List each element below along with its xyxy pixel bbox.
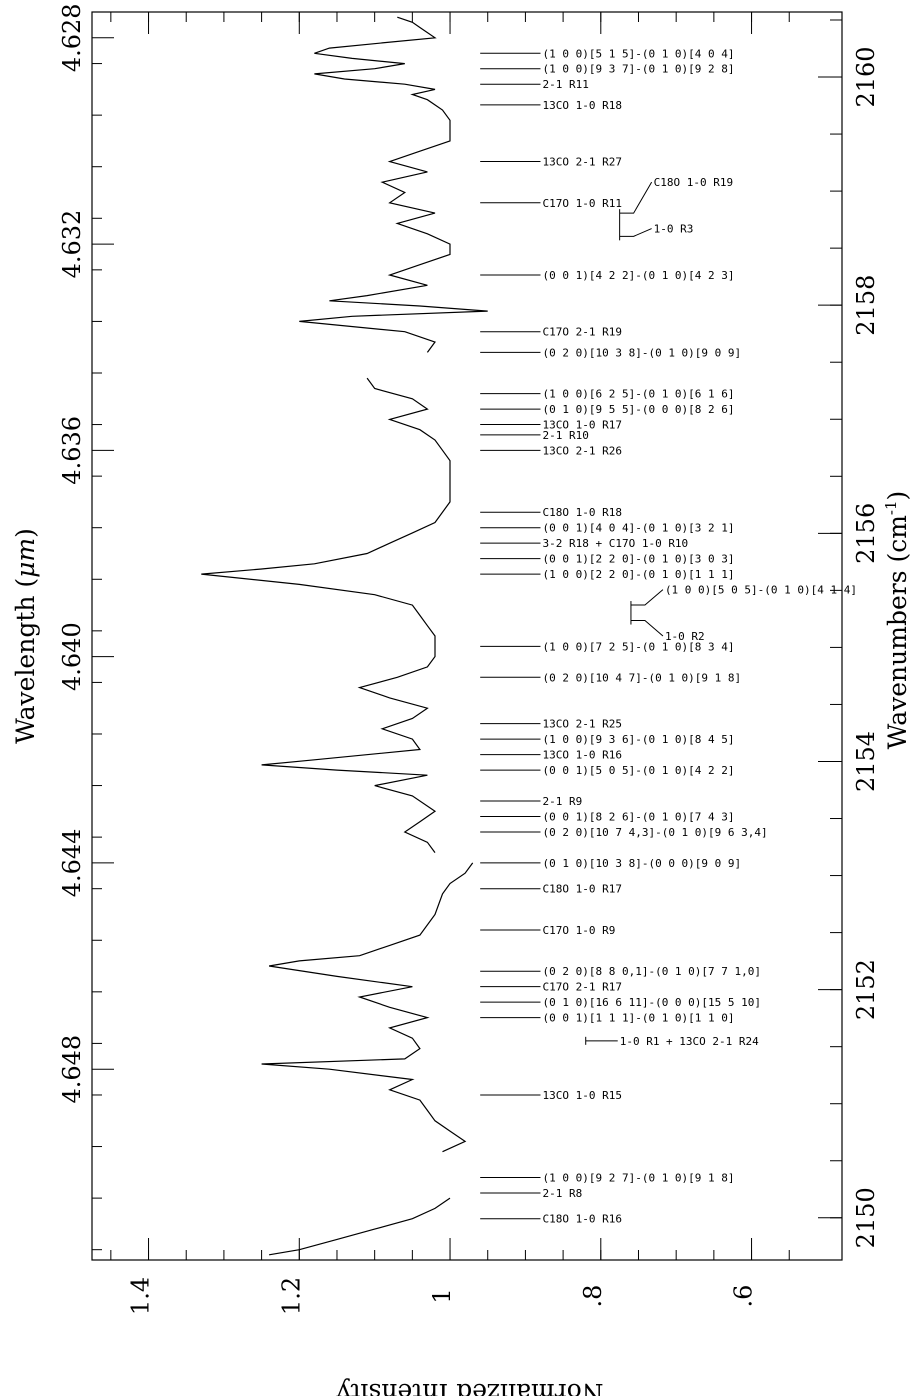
left-tick-label: 4.632 bbox=[58, 210, 86, 279]
bracket-label: 1-0 R1 + 13CO 2-1 R24 bbox=[620, 1035, 759, 1048]
intensity-tick-label: .6 bbox=[730, 1285, 758, 1308]
line-label: 13CO 1-0 R17 bbox=[542, 419, 621, 432]
bracket-leader bbox=[630, 620, 664, 637]
bracket-label: 1-0 R3 bbox=[654, 223, 694, 236]
bracket-label: C18O 1-0 R19 bbox=[654, 176, 733, 189]
left-tick-label: 4.644 bbox=[58, 829, 86, 898]
left-axis-label: Wavelength (μm) bbox=[11, 528, 40, 744]
line-label: (0 0 1)[4 2 2]-(0 1 0)[4 2 3] bbox=[542, 269, 734, 282]
right-tick-label: 2154 bbox=[852, 731, 880, 792]
intensity-tick-label: .8 bbox=[579, 1285, 607, 1308]
line-label: (0 1 0)[16 6 11]-(0 0 0)[15 5 10] bbox=[542, 996, 761, 1009]
line-label: 13CO 1-0 R18 bbox=[542, 99, 621, 112]
right-tick-label: 2156 bbox=[852, 503, 880, 564]
line-label: (0 2 0)[8 8 0,1]-(0 1 0)[7 7 1,0] bbox=[542, 965, 761, 978]
spectrum-line bbox=[269, 1197, 451, 1256]
line-label: (0 0 1)[2 2 0]-(0 1 0)[3 0 3] bbox=[542, 553, 734, 566]
line-label: 2-1 R8 bbox=[542, 1187, 582, 1200]
right-axis-label: Wavenumbers (cm-1) bbox=[882, 491, 912, 750]
line-label: (1 0 0)[6 2 5]-(0 1 0)[6 1 6] bbox=[542, 388, 734, 401]
line-label: (1 0 0)[9 2 7]-(0 1 0)[9 1 8] bbox=[542, 1171, 734, 1184]
intensity-axis-label: Normalized Intensity bbox=[335, 1378, 603, 1396]
line-label: 2-1 R10 bbox=[542, 429, 588, 442]
line-label: C17O 2-1 R19 bbox=[542, 326, 621, 339]
line-label: (1 0 0)[7 2 5]-(0 1 0)[8 3 4] bbox=[542, 640, 734, 653]
spectrum-line bbox=[201, 377, 451, 853]
line-label: (0 0 1)[5 0 5]-(0 1 0)[4 2 2] bbox=[542, 764, 734, 777]
right-tick-label: 2158 bbox=[852, 275, 880, 336]
left-tick-label: 4.628 bbox=[58, 3, 86, 72]
bracket-leader bbox=[619, 181, 653, 214]
line-label: C18O 1-0 R16 bbox=[542, 1213, 621, 1226]
line-label: 13CO 1-0 R16 bbox=[542, 749, 621, 762]
line-label: (1 0 0)[9 3 6]-(0 1 0)[8 4 5] bbox=[542, 733, 734, 746]
left-tick-label: 4.648 bbox=[58, 1035, 86, 1104]
right-tick-label: 2150 bbox=[852, 1187, 880, 1248]
line-label: 13CO 2-1 R26 bbox=[542, 444, 621, 457]
right-axis-ticks: 2160 2158 2156 2154 2152 2150 bbox=[818, 19, 880, 1248]
intensity-tick-label: 1.2 bbox=[277, 1277, 305, 1315]
bracket-leader bbox=[619, 228, 652, 237]
left-tick-label: 4.640 bbox=[58, 622, 86, 691]
line-label: C18O 1-0 R18 bbox=[542, 506, 621, 519]
line-label: (1 0 0)[2 2 0]-(0 1 0)[1 1 1] bbox=[542, 568, 734, 581]
line-label: (0 1 0)[9 5 5]-(0 0 0)[8 2 6] bbox=[542, 403, 734, 416]
line-label: (0 2 0)[10 4 7]-(0 1 0)[9 1 8] bbox=[542, 671, 741, 684]
line-label: (1 0 0)[9 3 7]-(0 1 0)[9 2 8] bbox=[542, 63, 734, 76]
line-label: C17O 1-0 R9 bbox=[542, 924, 615, 937]
line-label: C17O 1-0 R11 bbox=[542, 197, 621, 210]
left-tick-label: 4.636 bbox=[58, 416, 86, 485]
bracket-label: 1-0 R2 bbox=[665, 630, 705, 643]
line-label: (0 1 0)[10 3 8]-(0 0 0)[9 0 9] bbox=[542, 857, 741, 870]
intensity-tick-label: 1 bbox=[428, 1288, 456, 1303]
spectrum-series bbox=[201, 16, 488, 1256]
line-label: (0 0 1)[4 0 4]-(0 1 0)[3 2 1] bbox=[542, 522, 734, 535]
plot-frame bbox=[91, 11, 843, 1261]
line-label: (0 2 0)[10 3 8]-(0 1 0)[9 0 9] bbox=[542, 346, 741, 359]
line-label: 2-1 R11 bbox=[542, 78, 588, 91]
bracket-label: (1 0 0)[5 0 5]-(0 1 0)[4 1 4] bbox=[665, 584, 857, 597]
intensity-axis-ticks: 1.4 1.2 1 .8 .6 bbox=[110, 12, 790, 1315]
intensity-tick-label: 1.4 bbox=[127, 1277, 155, 1315]
spectrum-line bbox=[299, 16, 488, 353]
line-label: 2-1 R9 bbox=[542, 795, 582, 808]
right-tick-label: 2160 bbox=[852, 46, 880, 107]
left-axis-ticks: 4.628 4.632 4.636 4.640 4.644 4.648 bbox=[58, 3, 114, 1251]
line-label: 13CO 1-0 R15 bbox=[542, 1089, 621, 1102]
line-label: 13CO 2-1 R25 bbox=[542, 718, 621, 731]
line-label: (0 2 0)[10 7 4,3]-(0 1 0)[9 6 3,4] bbox=[542, 826, 767, 839]
spectrum-line bbox=[261, 862, 474, 1153]
line-label: (0 0 1)[1 1 1]-(0 1 0)[1 1 0] bbox=[542, 1012, 734, 1025]
line-label: (1 0 0)[5 1 5]-(0 1 0)[4 0 4] bbox=[542, 47, 734, 60]
line-label: 13CO 2-1 R27 bbox=[542, 156, 621, 169]
right-tick-label: 2152 bbox=[852, 959, 880, 1020]
line-label: C17O 2-1 R17 bbox=[542, 981, 621, 994]
line-label: C18O 1-0 R17 bbox=[542, 883, 621, 896]
line-label: (0 0 1)[8 2 6]-(0 1 0)[7 4 3] bbox=[542, 810, 734, 823]
line-labels: (1 0 0)[5 1 5]-(0 1 0)[4 0 4] (1 0 0)[9 3… bbox=[480, 47, 857, 1226]
bracket-leader bbox=[630, 589, 664, 606]
line-label: 3-2 R18 + C17O 1-0 R10 bbox=[542, 537, 688, 550]
